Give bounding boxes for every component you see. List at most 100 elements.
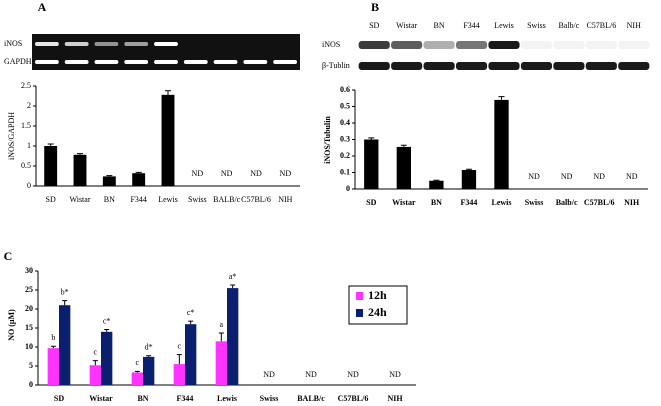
gel-band bbox=[243, 60, 268, 64]
gel-band bbox=[64, 60, 89, 64]
bar bbox=[185, 324, 197, 385]
blot-band bbox=[391, 62, 423, 70]
x-tick-label: Wistar bbox=[392, 198, 416, 207]
y-tick-label: 1.5 bbox=[21, 121, 31, 130]
legend-swatch bbox=[356, 309, 363, 317]
value-label: ND bbox=[528, 172, 540, 181]
x-tick-label: F344 bbox=[130, 195, 146, 204]
bar bbox=[227, 288, 239, 385]
x-tick-label: Balb/c bbox=[556, 198, 578, 207]
lane-label: F344 bbox=[463, 21, 479, 30]
error-bar bbox=[104, 329, 110, 332]
gel-row-label: iNOS bbox=[4, 39, 22, 48]
gel-row-label: iNOS bbox=[322, 40, 340, 49]
error-bar bbox=[50, 345, 56, 349]
blot-band bbox=[488, 41, 520, 49]
blot-band bbox=[391, 41, 423, 49]
bar bbox=[396, 146, 411, 189]
x-tick-label: C57BL/6 bbox=[241, 195, 271, 204]
bar bbox=[161, 94, 175, 186]
bar bbox=[461, 170, 477, 189]
y-tick-label: 15 bbox=[25, 323, 33, 332]
blot-band bbox=[455, 41, 488, 49]
value-label: ND bbox=[305, 370, 317, 379]
x-tick-label: BALB/c bbox=[297, 394, 325, 403]
value-label: ND bbox=[221, 169, 233, 178]
x-tick-label: Lewis bbox=[492, 198, 512, 207]
x-tick-label: F344 bbox=[460, 198, 477, 207]
y-tick-label: 20 bbox=[25, 304, 33, 313]
y-tick-label: 1 bbox=[27, 141, 31, 150]
y-tick-label: 30 bbox=[25, 266, 33, 275]
error-bar bbox=[465, 168, 472, 171]
bar bbox=[429, 180, 444, 189]
gel-band bbox=[183, 60, 208, 64]
lane-label: Wistar bbox=[396, 21, 417, 30]
x-tick-label: Swiss bbox=[260, 394, 279, 403]
lane-label: C57BL/6 bbox=[586, 21, 616, 30]
gel-band bbox=[94, 42, 119, 46]
gel-row-label: β-Tublin bbox=[322, 61, 350, 70]
lane-label: Lewis bbox=[494, 21, 514, 30]
error-bar bbox=[188, 320, 194, 325]
error-bar bbox=[218, 332, 224, 342]
gel-band bbox=[34, 60, 59, 64]
bar bbox=[89, 365, 101, 385]
x-tick-label: Lewis bbox=[217, 394, 237, 403]
blot-band bbox=[618, 62, 650, 70]
x-tick-label: Swiss bbox=[188, 195, 207, 204]
value-label: ND bbox=[347, 370, 359, 379]
blot-band bbox=[585, 41, 617, 49]
value-label: ND bbox=[250, 169, 262, 178]
panel-label: B bbox=[371, 0, 379, 14]
gel-band bbox=[213, 60, 238, 64]
value-label: ND bbox=[280, 169, 292, 178]
value-label: ND bbox=[263, 370, 275, 379]
blot-band bbox=[358, 41, 390, 49]
y-tick-label: 0.1 bbox=[340, 167, 350, 176]
bar bbox=[47, 348, 59, 385]
value-label: c* bbox=[187, 308, 195, 317]
value-label: ND bbox=[192, 169, 204, 178]
error-bar bbox=[176, 354, 182, 365]
y-axis-label: iNOS/Tubulin bbox=[323, 116, 332, 164]
y-tick-label: 0.5 bbox=[340, 101, 350, 110]
blot-band bbox=[488, 62, 520, 70]
value-label: ND bbox=[561, 172, 573, 181]
y-tick-label: 0 bbox=[29, 380, 33, 389]
value-label: ND bbox=[389, 370, 401, 379]
blot-band bbox=[423, 41, 455, 49]
value-label: d* bbox=[145, 343, 153, 352]
blot-band bbox=[455, 62, 488, 70]
y-tick-label: 0.3 bbox=[340, 134, 350, 143]
x-tick-label: C57BL/6 bbox=[338, 394, 369, 403]
value-label: ND bbox=[626, 172, 638, 181]
gel-row-label: GAPDH bbox=[4, 57, 32, 66]
y-tick-label: 0 bbox=[27, 181, 31, 190]
error-bar bbox=[230, 284, 236, 289]
x-tick-label: NIH bbox=[278, 195, 292, 204]
error-bar bbox=[106, 175, 113, 177]
gel-band bbox=[64, 42, 89, 46]
y-tick-label: 5 bbox=[29, 361, 33, 370]
bar bbox=[132, 173, 146, 186]
bar bbox=[44, 146, 58, 186]
x-tick-label: NIH bbox=[387, 394, 403, 403]
error-bar bbox=[135, 171, 142, 174]
value-label: ND bbox=[593, 172, 605, 181]
value-label: b bbox=[51, 333, 55, 342]
x-tick-label: Wistar bbox=[89, 394, 113, 403]
y-tick-label: 0.2 bbox=[340, 151, 350, 160]
x-tick-label: BN bbox=[104, 195, 115, 204]
lane-label: Swiss bbox=[527, 21, 546, 30]
y-tick-label: 0.4 bbox=[340, 118, 350, 127]
y-tick-label: 2 bbox=[27, 101, 31, 110]
y-axis-label: iNOS/GAPDH bbox=[7, 112, 16, 160]
error-bar bbox=[134, 370, 140, 373]
x-tick-label: BALB/c bbox=[213, 195, 241, 204]
gel-band bbox=[273, 60, 298, 64]
x-tick-label: SD bbox=[46, 195, 56, 204]
bar bbox=[143, 356, 155, 385]
gel-band bbox=[34, 42, 59, 46]
